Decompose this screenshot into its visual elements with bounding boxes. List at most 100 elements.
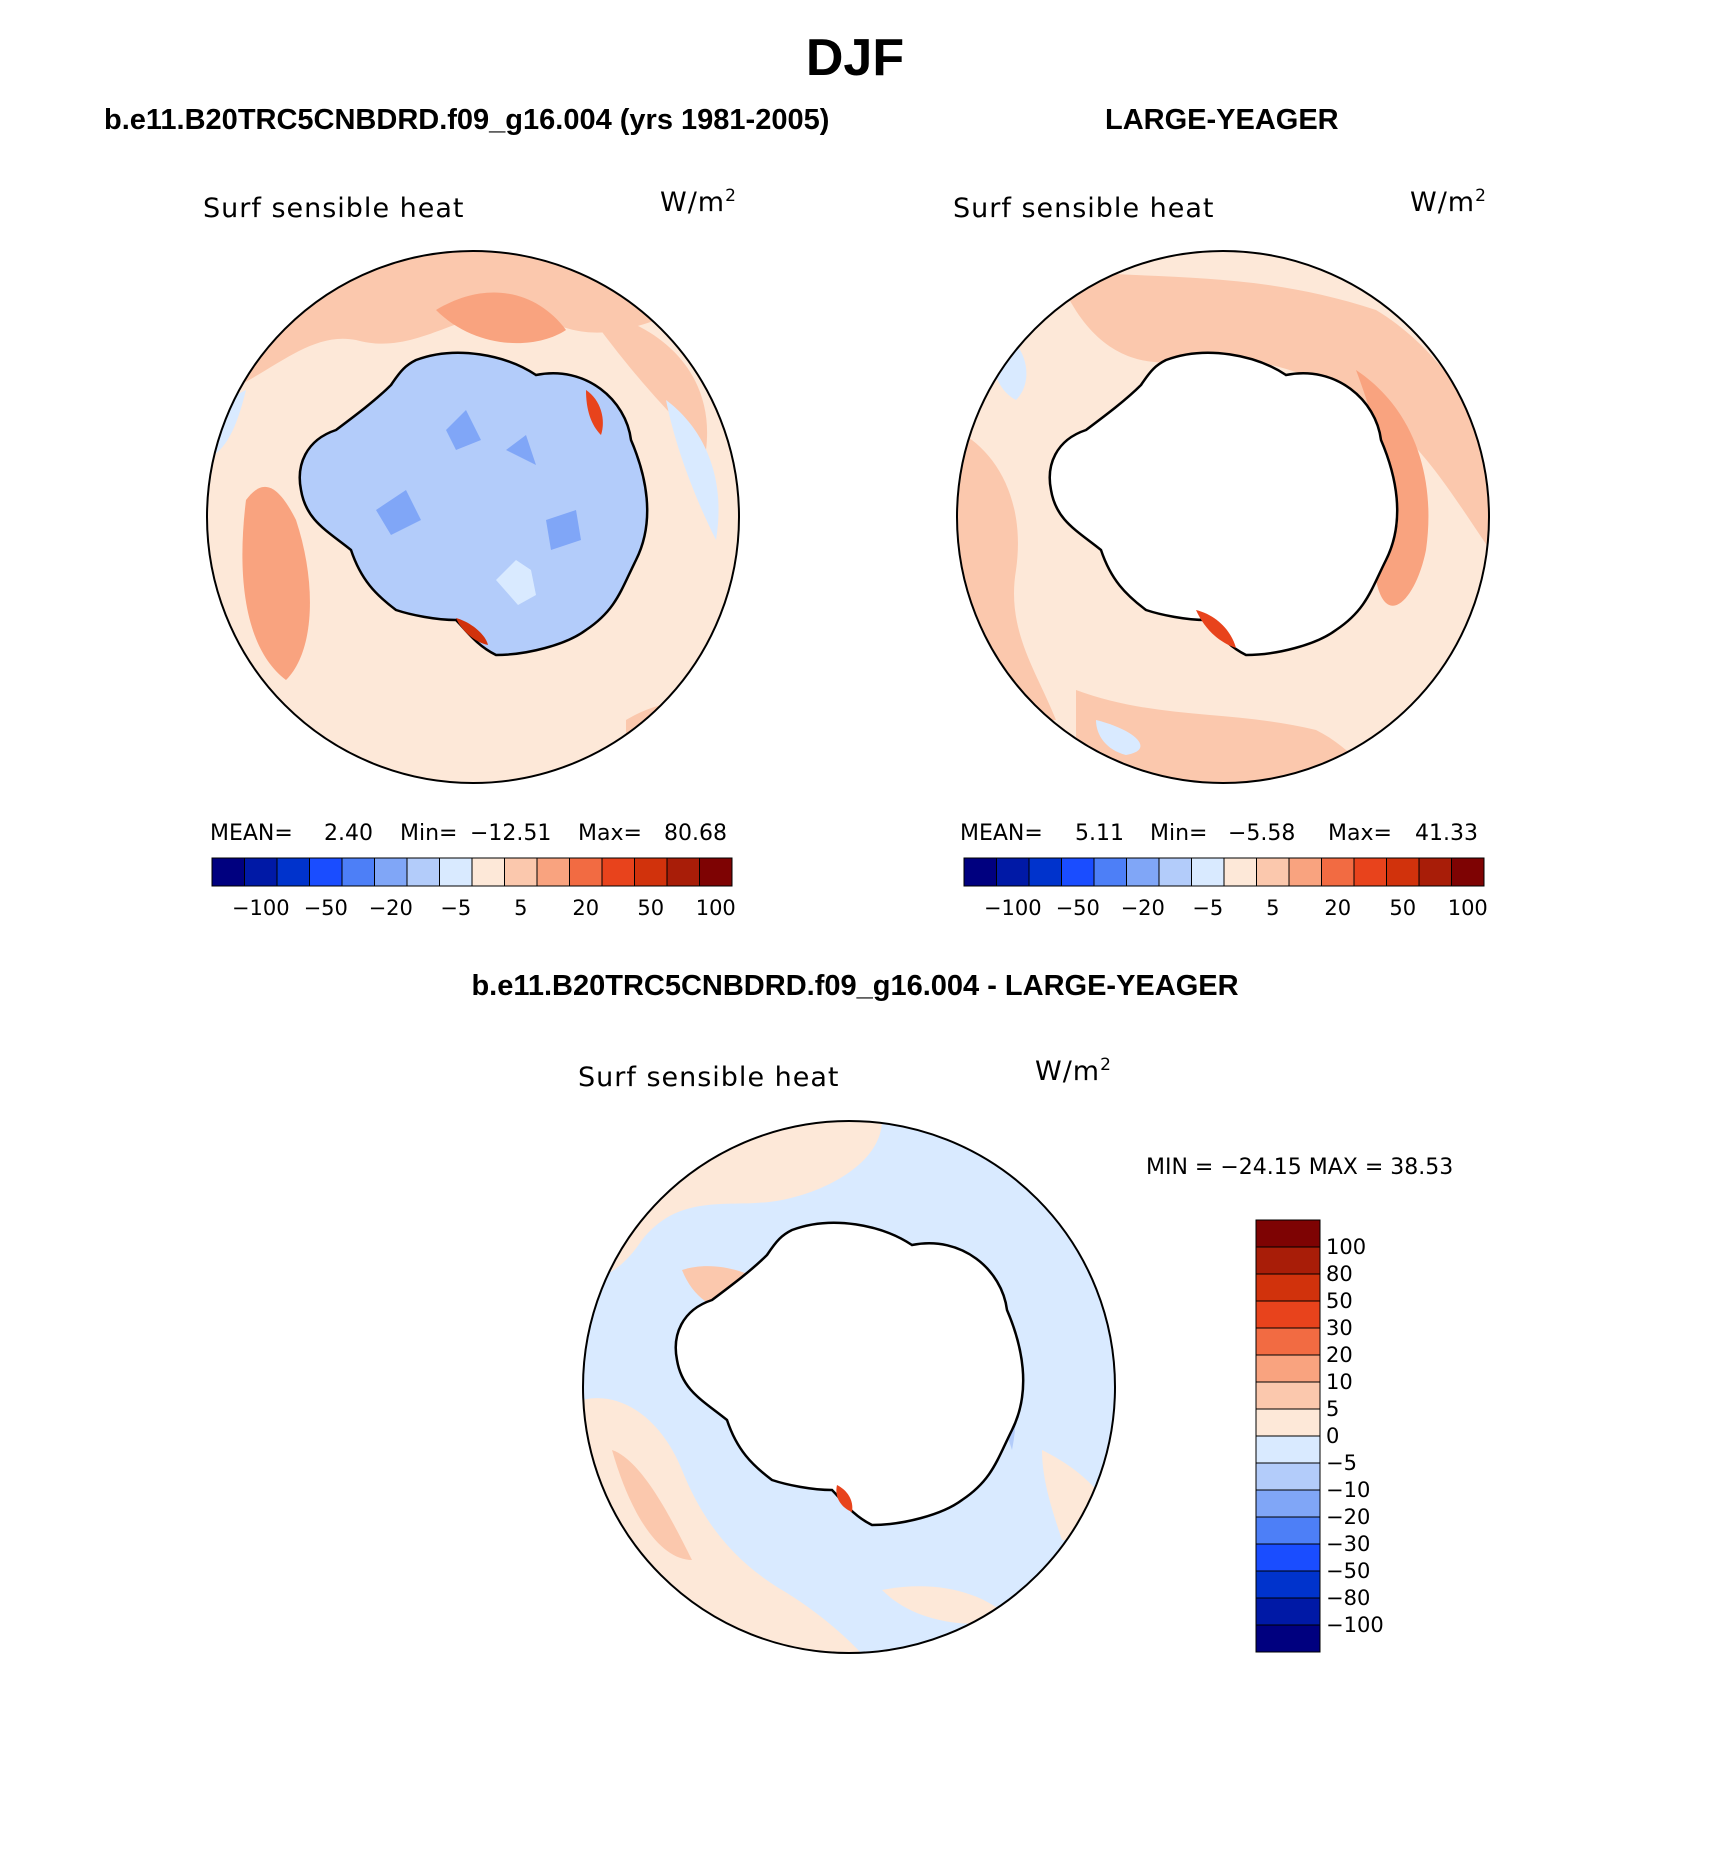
diff-colorbar-swatch <box>1255 1597 1321 1626</box>
obs-colorbar-swatch <box>1353 857 1387 887</box>
obs-colorbar-tick-label: −5 <box>1192 896 1224 920</box>
obs-mean-value: 5.11 <box>1075 821 1124 846</box>
model-min-label: Min= <box>400 821 458 846</box>
diff-colorbar-tick-label: 100 <box>1326 1235 1367 1259</box>
obs-colorbar-swatch <box>1126 857 1160 887</box>
obs-colorbar-tick-label: −100 <box>983 896 1042 920</box>
model-colorbar-tick-label: 50 <box>637 896 665 920</box>
diff-colorbar-tick-label: −80 <box>1326 1586 1371 1610</box>
obs-colorbar-swatch <box>1158 857 1192 887</box>
obs-colorbar-tick-label: 50 <box>1389 896 1417 920</box>
obs-case-title: LARGE-YEAGER <box>1105 104 1339 136</box>
obs-field-patch <box>1096 720 1141 755</box>
model-colorbar-swatch <box>211 857 245 887</box>
model-ice-patch <box>376 410 581 550</box>
model-colorbar-swatch <box>634 857 668 887</box>
obs-colorbar-swatch <box>1288 857 1322 887</box>
model-colorbar-swatch <box>374 857 408 887</box>
model-colorbar-swatch <box>244 857 278 887</box>
model-mean-label: MEAN= <box>210 821 293 846</box>
obs-max-value: 41.33 <box>1415 821 1478 846</box>
diff-colorbar-tick-label: −20 <box>1326 1505 1371 1529</box>
diff-colorbar-tick-label: 5 <box>1326 1397 1340 1421</box>
diff-colorbar-tick-label: 10 <box>1326 1370 1353 1394</box>
obs-colorbar-tick-label: 20 <box>1324 896 1352 920</box>
model-colorbar-swatch <box>406 857 440 887</box>
diff-colorbar-swatch <box>1255 1273 1321 1302</box>
obs-colorbar-swatch <box>1093 857 1127 887</box>
diff-colorbar-tick-label: −5 <box>1326 1451 1357 1475</box>
model-colorbar-swatch <box>699 857 733 887</box>
diff-colorbar-swatch <box>1255 1624 1321 1653</box>
model-colorbar-tick-label: −50 <box>303 896 348 920</box>
obs-colorbar <box>963 857 1485 887</box>
model-colorbar-tick-label: 100 <box>695 896 736 920</box>
obs-colorbar-swatch <box>1028 857 1062 887</box>
obs-colorbar-tick-label: 5 <box>1266 896 1280 920</box>
obs-field-band <box>1056 270 1489 550</box>
diff-map-border <box>582 1120 1116 1654</box>
diff-coast-maxima <box>836 1485 853 1512</box>
diff-colorbar-tick-label: 0 <box>1326 1424 1340 1448</box>
obs-colorbar-swatch <box>1451 857 1485 887</box>
model-colorbar <box>211 857 733 887</box>
diff-colorbar-swatch <box>1255 1489 1321 1518</box>
model-colorbar-swatch <box>569 857 603 887</box>
model-colorbar-tick-label: 5 <box>514 896 528 920</box>
model-colorbar-labels: −100 −50 −20 −5 5 20 50 100 <box>212 896 736 924</box>
diff-colorbar-swatch <box>1255 1327 1321 1356</box>
diff-colorbar-swatch <box>1255 1219 1321 1248</box>
obs-variable-label: Surf sensible heat <box>953 193 1215 224</box>
model-polar-map <box>206 250 740 784</box>
obs-colorbar-tick-label: −50 <box>1055 896 1100 920</box>
model-colorbar-swatch <box>601 857 635 887</box>
diff-variable-label: Surf sensible heat <box>578 1062 840 1093</box>
model-max-label: Max= <box>578 821 642 846</box>
obs-colorbar-swatch <box>1386 857 1420 887</box>
model-variable-label: Surf sensible heat <box>203 193 465 224</box>
model-colorbar-swatch <box>536 857 570 887</box>
model-colorbar-swatch <box>471 857 505 887</box>
model-max-value: 80.68 <box>664 821 727 846</box>
diff-colorbar-tick-label: 30 <box>1326 1316 1353 1340</box>
diff-colorbar-labels: 100 80 50 30 20 10 5 0 −5 −10 −20 −30 −50 −80 −100 <box>1326 1220 1416 1652</box>
diff-colorbar-tick-label: −50 <box>1326 1559 1371 1583</box>
diff-units-label: W/m2 <box>1035 1055 1112 1087</box>
obs-colorbar-swatch <box>963 857 997 887</box>
model-colorbar-tick-label: −5 <box>440 896 472 920</box>
diff-colorbar-swatch <box>1255 1381 1321 1410</box>
model-field-patch <box>242 486 310 680</box>
model-colorbar-swatch <box>439 857 473 887</box>
model-min-value: −12.51 <box>470 821 552 846</box>
obs-coast-maxima <box>1196 610 1236 648</box>
obs-colorbar-swatch <box>1223 857 1257 887</box>
obs-units-label: W/m2 <box>1410 186 1487 218</box>
diff-polar-map <box>582 1120 1116 1654</box>
model-colorbar-swatch <box>341 857 375 887</box>
diff-colorbar-swatch <box>1255 1462 1321 1491</box>
obs-colorbar-tick-label: −20 <box>1120 896 1165 920</box>
model-antarctica <box>298 351 649 657</box>
obs-colorbar-labels: −100 −50 −20 −5 5 20 50 100 <box>964 896 1488 924</box>
diff-colorbar-swatch <box>1255 1543 1321 1572</box>
diff-minmax-text: MIN = −24.15 MAX = 38.53 <box>1146 1155 1454 1180</box>
figure-title: DJF <box>805 29 905 87</box>
model-colorbar-tick-label: −100 <box>231 896 290 920</box>
obs-min-label: Min= <box>1150 821 1208 846</box>
model-ice-patch <box>496 560 536 605</box>
diff-case-title: b.e11.B20TRC5CNBDRD.f09_g16.004 - LARGE-… <box>471 970 1239 1002</box>
obs-colorbar-swatch <box>1061 857 1095 887</box>
model-field-patch <box>666 400 719 540</box>
obs-colorbar-swatch <box>1418 857 1452 887</box>
model-case-title: b.e11.B20TRC5CNBDRD.f09_g16.004 (yrs 198… <box>104 104 830 136</box>
model-colorbar-swatch <box>666 857 700 887</box>
diff-colorbar-swatch <box>1255 1354 1321 1383</box>
model-colorbar-swatch <box>309 857 343 887</box>
diff-colorbar-swatch <box>1255 1246 1321 1275</box>
model-field-patch <box>436 292 566 344</box>
diff-colorbar-swatch <box>1255 1435 1321 1464</box>
model-colorbar-tick-label: 20 <box>572 896 600 920</box>
diff-colorbar-tick-label: 50 <box>1326 1289 1353 1313</box>
diff-colorbar-tick-label: 20 <box>1326 1343 1353 1367</box>
model-colorbar-swatch <box>504 857 538 887</box>
